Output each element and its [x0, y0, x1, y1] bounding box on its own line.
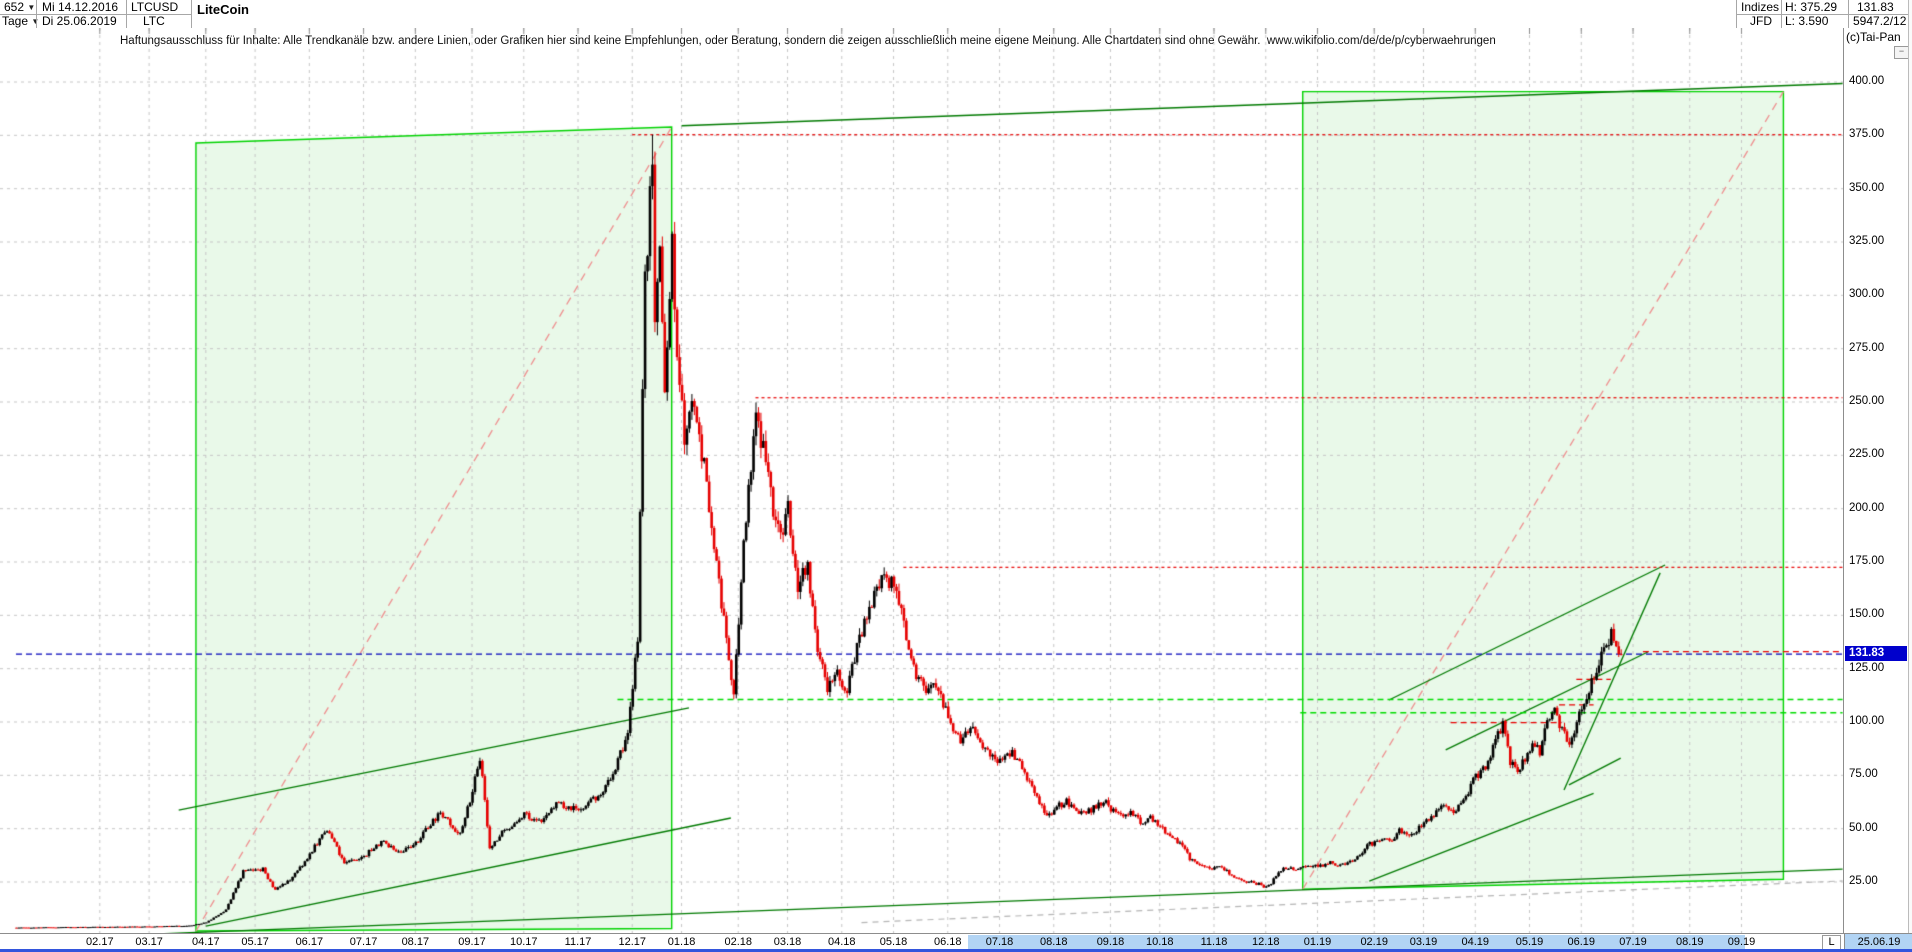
- month-label: 12.17: [618, 936, 647, 948]
- price-tick-label: 225.00: [1849, 448, 1885, 461]
- price-axis: 131.83 400.00 375.00 350.00 325.00 300.00 275…: [1843, 28, 1909, 933]
- period-value: Tage: [2, 14, 29, 28]
- symbol-short: LTC: [143, 14, 165, 28]
- header-divider: [191, 0, 192, 28]
- month-label: 10.18: [1145, 936, 1174, 948]
- month-label: 08.17: [401, 936, 430, 948]
- month-label: 06.19: [1567, 936, 1596, 948]
- disclaimer-text: Haftungsausschluss für Inhalte: Alle Tre…: [120, 35, 1496, 47]
- provider-label: JFD: [1750, 14, 1772, 28]
- month-label: 09.18: [1096, 936, 1125, 948]
- month-label: 01.18: [667, 936, 696, 948]
- price-tick-label: 300.00: [1849, 288, 1885, 301]
- price-tick-label: 350.00: [1849, 181, 1885, 194]
- price-tick-label: 150.00: [1849, 608, 1885, 621]
- month-label: 01.19: [1303, 936, 1332, 948]
- price-tick-label: 275.00: [1849, 341, 1885, 354]
- high-value: H: 375.29: [1785, 0, 1838, 14]
- month-label: 02.17: [86, 936, 114, 948]
- current-date-cell: 25.06.19: [1844, 934, 1912, 950]
- right-gutter: [1908, 0, 1912, 952]
- month-label: 09.19: [1727, 936, 1756, 948]
- month-label: 03.18: [773, 936, 802, 948]
- last-date: Di 25.06.2019: [42, 14, 117, 28]
- price-tick-label: 400.00: [1849, 75, 1885, 87]
- chevron-down-icon: ▼: [27, 3, 36, 12]
- price-tick-label: 250.00: [1849, 394, 1885, 407]
- chevron-down-icon: ▼: [31, 17, 40, 26]
- month-label: 08.18: [1039, 936, 1068, 948]
- bars-count-dropdown[interactable]: 652 ▼: [4, 0, 35, 15]
- month-label: 06.17: [295, 936, 324, 948]
- period-dropdown[interactable]: Tage ▼: [2, 14, 39, 29]
- month-label: 04.18: [828, 936, 856, 948]
- category-label: Indizes: [1741, 0, 1780, 14]
- price-tick-label: 125.00: [1849, 661, 1885, 674]
- month-label: 09.17: [458, 936, 486, 948]
- symbol: LTCUSD: [131, 0, 179, 14]
- month-label: 07.18: [985, 936, 1014, 948]
- session-marker: L: [1822, 935, 1841, 950]
- month-label: 02.19: [1360, 936, 1388, 948]
- collapse-button[interactable]: −: [1894, 46, 1909, 59]
- bottom-blue-bar: [0, 949, 1912, 952]
- month-label: 04.19: [1461, 936, 1490, 948]
- time-axis: L 25.06.19 02.17 03.17 04.17 05.17 06.17 07.1…: [0, 933, 1912, 950]
- month-label: 12.18: [1251, 936, 1280, 948]
- volume-value: 5947.2/12: [1853, 14, 1907, 28]
- price-tick-label: 100.00: [1849, 714, 1885, 727]
- month-label: 05.18: [879, 936, 908, 948]
- month-label: 11.18: [1200, 936, 1228, 948]
- bars-count-value: 652: [4, 0, 25, 14]
- month-label: 03.19: [1409, 936, 1438, 948]
- first-date: Mi 14.12.2016: [42, 0, 119, 14]
- chart-header: 652 ▼ Tage ▼ Mi 14.12.2016 Di 25.06.2019…: [0, 0, 1912, 29]
- instrument-name: LiteCoin: [197, 2, 249, 17]
- low-value: L: 3.590: [1785, 14, 1829, 28]
- price-tick-label: 25.00: [1849, 874, 1878, 887]
- month-label: 07.19: [1619, 936, 1647, 948]
- month-label: 02.18: [724, 936, 752, 948]
- month-label: 05.19: [1515, 936, 1544, 948]
- month-label: 06.18: [934, 936, 962, 948]
- month-label: 08.19: [1675, 936, 1704, 948]
- month-label: 03.17: [135, 936, 163, 948]
- time-axis-selection-highlight: [968, 935, 1745, 950]
- price-chart-plot-area[interactable]: [0, 28, 1843, 933]
- month-label: 04.17: [192, 936, 220, 948]
- month-label: 07.17: [349, 936, 378, 948]
- header-row-divider: [0, 14, 191, 15]
- last-price-value: 131.83: [1857, 0, 1894, 14]
- price-tick-label: 50.00: [1849, 821, 1878, 834]
- price-tick-label: 175.00: [1849, 554, 1885, 567]
- month-label: 05.17: [241, 936, 269, 948]
- price-tick-label: 325.00: [1849, 234, 1885, 247]
- copyright-label: (c)Tai-Pan: [1846, 30, 1901, 44]
- price-tick-label: 200.00: [1849, 501, 1885, 514]
- price-tick-label: 75.00: [1849, 768, 1878, 781]
- month-label: 11.17: [564, 936, 592, 948]
- last-price-badge: 131.83: [1845, 646, 1907, 662]
- month-label: 10.17: [510, 936, 538, 948]
- header-row-divider: [1736, 14, 1912, 15]
- price-tick-label: 375.00: [1849, 128, 1885, 141]
